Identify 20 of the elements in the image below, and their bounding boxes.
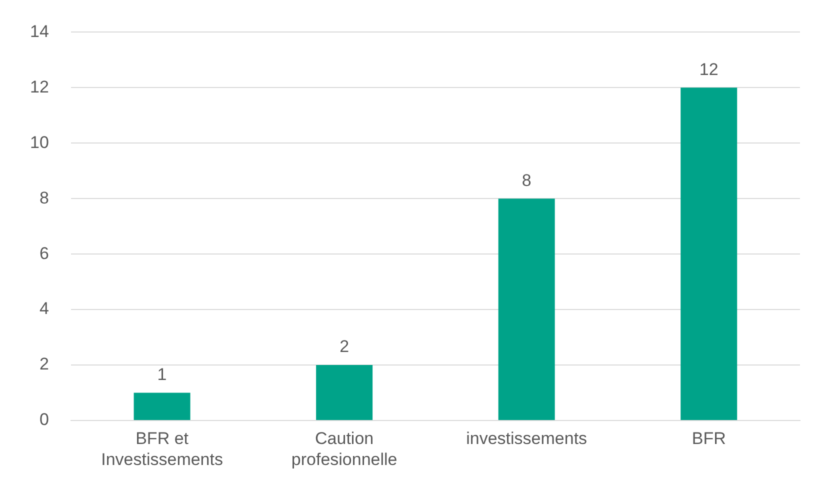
bar <box>134 392 190 420</box>
x-tick-label: investissements <box>466 428 588 448</box>
y-tick-label: 4 <box>39 299 49 318</box>
bar <box>316 365 373 420</box>
bar <box>498 198 555 420</box>
data-label: 1 <box>157 364 167 384</box>
x-tick-label: BFR <box>692 428 726 448</box>
y-tick-label: 12 <box>30 77 49 96</box>
x-tick-label: BFR et Investissements <box>101 428 223 470</box>
y-tick-label: 8 <box>39 188 49 208</box>
y-tick-label: 14 <box>30 22 49 41</box>
data-label: 2 <box>340 337 350 356</box>
y-tick-label: 0 <box>39 410 49 430</box>
data-label: 8 <box>522 170 532 190</box>
data-label: 12 <box>699 60 718 79</box>
y-tick-label: 2 <box>39 354 49 374</box>
x-tick-label: Caution profesionnelle <box>291 428 398 470</box>
y-tick-label: 6 <box>39 244 49 263</box>
bar <box>680 88 738 420</box>
y-tick-label: 10 <box>30 132 49 152</box>
